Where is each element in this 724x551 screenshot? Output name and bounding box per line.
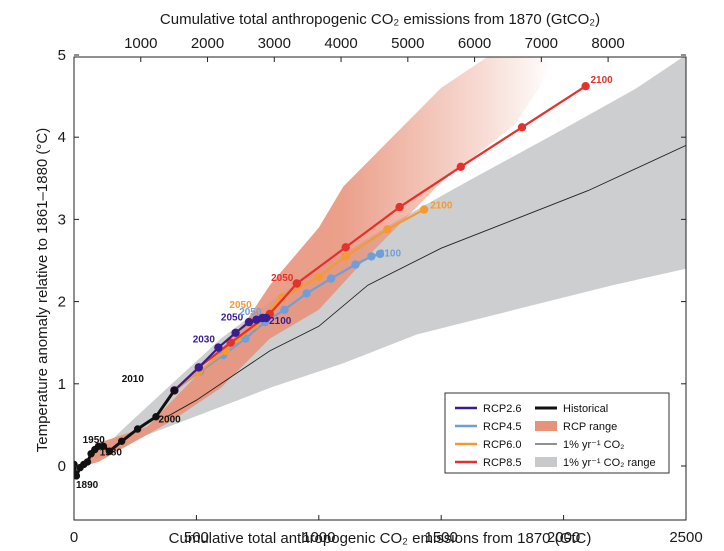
data-point-historical-8 — [99, 442, 108, 450]
data-point-historical-11 — [133, 425, 142, 433]
x-top-tick-label-6: 7000 — [525, 35, 558, 52]
legend-box — [444, 392, 670, 474]
legend-label-rcp45: RCP4.5 — [483, 421, 522, 433]
y-tick-label-4: 4 — [58, 129, 66, 146]
annotation-2010-4: 2010 — [122, 374, 145, 385]
annotation-2030-5: 2030 — [193, 335, 216, 346]
legend-label-right-3: 1% yr⁻¹ CO₂ range — [563, 457, 656, 469]
annotation-2100-13: 2100 — [591, 75, 614, 86]
annotation-2050-8: 2050 — [239, 307, 262, 318]
data-point-rcp26-1 — [194, 363, 203, 372]
annotation-2100-9: 2100 — [269, 316, 292, 327]
y-tick-label-0: 0 — [58, 458, 66, 475]
legend-swatch-right-3 — [535, 457, 557, 467]
x-top-tick-label-3: 4000 — [324, 35, 357, 52]
data-point-rcp26-4 — [244, 317, 254, 327]
legend-label-rcp60: RCP6.0 — [483, 439, 522, 451]
legend: RCP2.6 RCP4.5 RCP6.0 RCP8.5 Historical RCP ra… — [444, 392, 670, 474]
x-tick-label-5: 2500 — [669, 529, 702, 546]
data-point-rcp26-2 — [214, 343, 223, 352]
data-point-rcp85-7 — [456, 162, 465, 171]
data-point-rcp85-4 — [292, 279, 301, 288]
x-tick-label-3: 1500 — [425, 529, 458, 546]
y-tick-label-2: 2 — [58, 294, 66, 311]
annotation-1950-1: 1950 — [83, 435, 106, 446]
legend-label-rcp85: RCP8.5 — [483, 457, 522, 469]
x-top-tick-label-7: 8000 — [591, 35, 624, 52]
data-point-historical-4 — [83, 458, 92, 466]
annotation-2000-3: 2000 — [159, 414, 182, 425]
data-point-historical-13 — [170, 386, 179, 395]
annotation-1980-2: 1980 — [100, 447, 123, 458]
data-point-rcp85-2 — [226, 338, 235, 347]
data-point-rcp26-3 — [231, 328, 240, 337]
x-tick-label-2: 1000 — [302, 529, 335, 546]
y-axis-title: Temperature anomaly relative to 1861–188… — [34, 128, 51, 453]
data-point-rcp85-6 — [395, 202, 404, 212]
data-point-historical-12 — [152, 413, 160, 421]
data-point-historical-10 — [118, 437, 126, 445]
annotation-2100-12: 2100 — [430, 201, 453, 212]
annotation-2050-10: 2050 — [271, 273, 294, 284]
x-top-tick-label-1: 2000 — [191, 35, 224, 52]
x-axis-title-bottom: Cumulative total anthropogenic CO₂ emiss… — [169, 530, 592, 547]
data-point-rcp60-6 — [341, 252, 350, 261]
x-top-tick-label-2: 3000 — [258, 35, 291, 52]
data-point-rcp45-5 — [280, 305, 289, 314]
data-point-historical-1 — [74, 472, 81, 480]
x-top-tick-label-0: 1000 — [124, 35, 157, 52]
data-point-rcp45-6 — [302, 289, 311, 298]
y-tick-label-5: 5 — [58, 47, 66, 64]
x-axis-title-top: Cumulative total anthropogenic CO₂ emiss… — [160, 11, 600, 28]
x-top-tick-label-5: 6000 — [458, 35, 491, 52]
legend-label-right-0: Historical — [563, 403, 608, 415]
plot-frame — [73, 56, 687, 521]
y-tick-label-1: 1 — [58, 376, 66, 393]
legend-swatch-right-1 — [535, 421, 557, 431]
y-tick-label-3: 3 — [58, 211, 66, 228]
data-point-rcp26-7 — [262, 313, 271, 323]
annotation-2050-6: 2050 — [221, 313, 244, 324]
data-point-rcp45-7 — [326, 274, 336, 283]
one-pct-co2-line — [166, 144, 686, 418]
data-point-rcp60-7 — [383, 225, 392, 234]
data-point-rcp60-8 — [419, 205, 429, 214]
annotation-1890-0: 1890 — [76, 480, 99, 491]
data-point-rcp85-5 — [341, 243, 350, 252]
data-point-rcp45-10 — [375, 249, 385, 259]
rcp-range-band — [83, 57, 553, 466]
legend-label-rcp26: RCP2.6 — [483, 403, 522, 415]
legend-label-right-1: RCP range — [563, 421, 617, 433]
series-line-rcp85 — [173, 85, 587, 392]
annotation-2050-7: 2050 — [229, 300, 252, 311]
data-point-rcp60-4 — [277, 293, 287, 302]
data-point-rcp85-8 — [517, 123, 527, 132]
data-point-historical-9 — [105, 447, 114, 455]
annotation-2100-11: 2100 — [379, 248, 402, 259]
x-tick-label-4: 2000 — [547, 529, 580, 546]
data-point-rcp60-5 — [314, 272, 323, 282]
legend-label-right-2: 1% yr⁻¹ CO₂ — [563, 439, 624, 451]
data-point-rcp45-9 — [367, 252, 376, 261]
x-tick-label-1: 500 — [184, 529, 209, 546]
x-top-tick-label-4: 5000 — [391, 35, 424, 52]
x-tick-label-0: 0 — [70, 529, 78, 546]
data-point-rcp85-9 — [581, 82, 590, 91]
data-point-rcp45-8 — [351, 260, 360, 269]
